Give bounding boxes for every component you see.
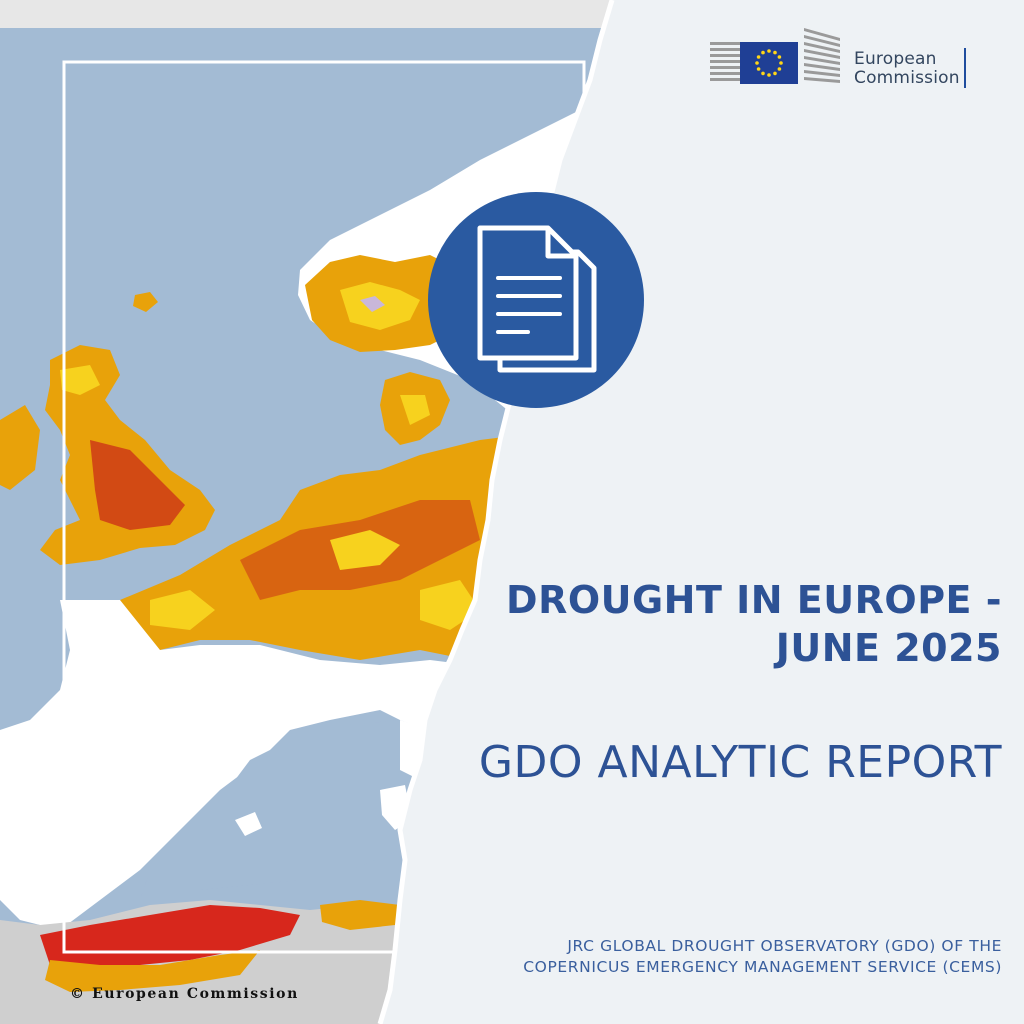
logo-line-2: Commission — [854, 68, 960, 88]
report-source-line-2: COPERNICUS EMERGENCY MANAGEMENT SERVICE … — [523, 958, 1002, 976]
report-subtitle: GDO ANALYTIC REPORT — [478, 737, 1002, 788]
eu-flag-icon — [708, 22, 848, 88]
report-title: DROUGHT IN EUROPE - JUNE 2025 — [442, 576, 1002, 672]
logo-text: European Commission — [854, 50, 960, 88]
report-title-line-2: JUNE 2025 — [775, 626, 1002, 670]
report-title-line-1: DROUGHT IN EUROPE - — [506, 578, 1002, 622]
logo-line-1: European — [854, 49, 937, 69]
document-copy-icon — [477, 225, 597, 373]
document-badge — [428, 192, 644, 408]
report-source-line-1: JRC GLOBAL DROUGHT OBSERVATORY (GDO) OF … — [567, 937, 1002, 955]
logo-divider — [964, 48, 966, 88]
map-copyright: © European Commission — [70, 986, 299, 1002]
european-commission-logo: European Commission — [708, 22, 978, 92]
report-source: JRC GLOBAL DROUGHT OBSERVATORY (GDO) OF … — [382, 936, 1002, 978]
